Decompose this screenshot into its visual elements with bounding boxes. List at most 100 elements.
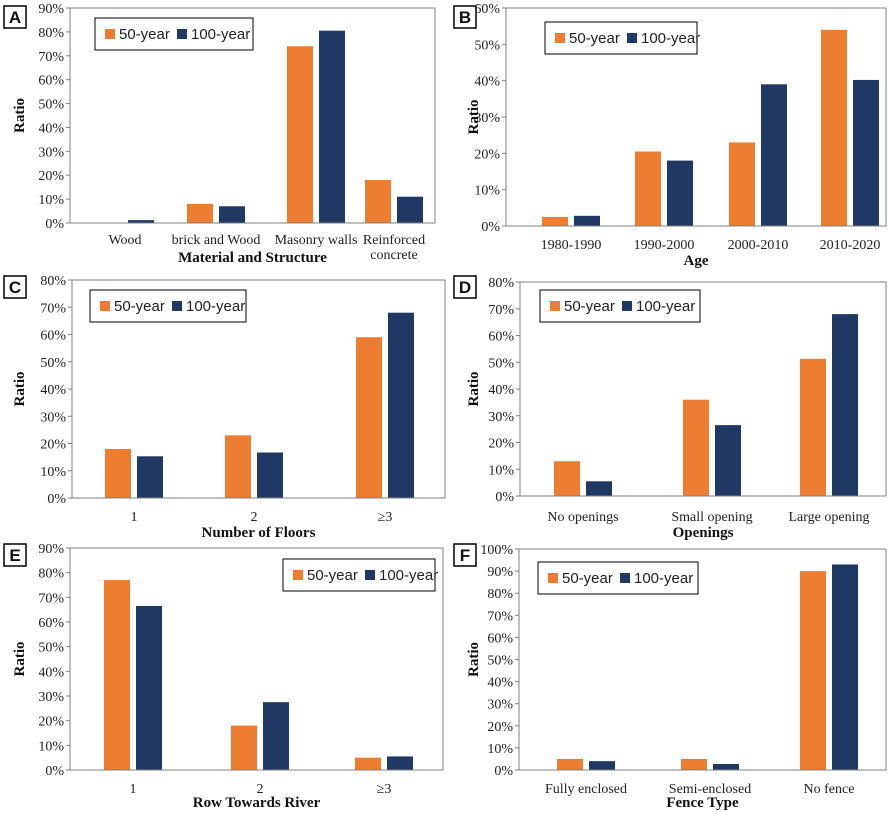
bar-100-year-2 bbox=[319, 30, 345, 224]
legend-label: 100-year bbox=[191, 26, 250, 43]
panel-letter: F bbox=[460, 546, 470, 565]
chart-panel-e: E 0% 10% 20% 30% 40% 50% 60% 70% 80% 90% 1 2 ≥3 Row To… bbox=[3, 542, 444, 811]
bar-50-year-2 bbox=[355, 757, 381, 770]
y-tick-label: 70% bbox=[487, 609, 513, 624]
y-tick-label: 10% bbox=[38, 193, 64, 208]
panel-letter-box bbox=[453, 5, 477, 29]
bar-100-year-0 bbox=[586, 481, 612, 496]
y-tick-label: 40% bbox=[38, 665, 64, 680]
legend-swatch bbox=[548, 573, 558, 583]
x-axis-label: Number of Floors bbox=[202, 525, 316, 541]
y-tick-label: 0% bbox=[495, 490, 514, 505]
y-tick-label: 0% bbox=[45, 217, 64, 232]
panel-letter-box bbox=[3, 5, 27, 29]
x-tick-label: Small opening bbox=[671, 510, 752, 525]
y-tick-label: 70% bbox=[488, 303, 514, 318]
x-axis-label: Row Towards River bbox=[193, 795, 321, 811]
legend-box bbox=[544, 21, 698, 55]
legend-swatch bbox=[365, 570, 375, 580]
y-tick-label: 90% bbox=[38, 2, 64, 17]
x-tick-label: No openings bbox=[547, 510, 618, 525]
y-tick-label: 80% bbox=[40, 274, 66, 289]
x-tick-label: No fence bbox=[804, 782, 855, 797]
x-tick-label: Reinforced bbox=[363, 233, 425, 248]
legend-label: 50-year bbox=[562, 570, 613, 587]
y-tick-label: 90% bbox=[38, 542, 64, 557]
bar-100-year-1 bbox=[713, 764, 739, 770]
y-axis-label: Ratio bbox=[466, 642, 482, 677]
bar-50-year-1 bbox=[231, 725, 257, 770]
bar-50-year-0 bbox=[557, 758, 583, 770]
x-tick-label: 1 bbox=[130, 782, 137, 797]
y-tick-label: 40% bbox=[474, 75, 500, 90]
plot-area bbox=[505, 7, 887, 227]
bar-100-year-1 bbox=[219, 206, 245, 223]
x-axis-label: Material and Structure bbox=[178, 250, 327, 266]
y-tick-label: 0% bbox=[45, 764, 64, 779]
y-tick-label: 50% bbox=[38, 98, 64, 113]
panel-letter: D bbox=[459, 278, 471, 297]
plot-area bbox=[518, 548, 887, 771]
plot-area bbox=[71, 279, 446, 499]
y-tick-label: 80% bbox=[488, 276, 514, 291]
bar-100-year-0 bbox=[136, 605, 162, 770]
bar-50-year-3 bbox=[821, 29, 847, 226]
y-tick-label: 10% bbox=[38, 739, 64, 754]
y-tick-label: 60% bbox=[38, 616, 64, 631]
panel-letter-box bbox=[453, 275, 477, 299]
panel-letter: E bbox=[9, 546, 20, 565]
bar-100-year-0 bbox=[574, 215, 600, 226]
bar-50-year-0 bbox=[554, 461, 580, 496]
y-tick-label: 70% bbox=[40, 301, 66, 316]
legend-swatch bbox=[105, 29, 115, 39]
plot-area bbox=[69, 547, 444, 771]
panel-letter-box bbox=[453, 543, 477, 567]
y-tick-label: 100% bbox=[480, 543, 513, 558]
x-tick-label: Large opening bbox=[789, 510, 870, 525]
y-tick-label: 60% bbox=[488, 330, 514, 345]
y-tick-label: 40% bbox=[38, 121, 64, 136]
y-tick-label: 30% bbox=[38, 145, 64, 160]
y-tick-label: 50% bbox=[487, 654, 513, 669]
y-tick-label: 20% bbox=[474, 147, 500, 162]
x-tick-label: 1 bbox=[131, 510, 138, 525]
legend-swatch bbox=[100, 301, 110, 311]
y-tick-label: 50% bbox=[38, 641, 64, 656]
plot-area bbox=[519, 281, 887, 497]
x-tick-label: 2000-2010 bbox=[728, 238, 789, 253]
x-tick-label: 2 bbox=[251, 510, 258, 525]
y-tick-label: 80% bbox=[38, 26, 64, 41]
chart-panel-c: C 0% 10% 20% 30% 40% 50% 60% 70% 80% 1 2 ≥3 Number of… bbox=[3, 274, 446, 541]
y-tick-label: 30% bbox=[474, 111, 500, 126]
plot-area bbox=[69, 7, 436, 224]
bar-100-year-1 bbox=[667, 160, 693, 226]
bar-100-year-2 bbox=[387, 756, 413, 770]
x-tick-label: 2 bbox=[257, 782, 264, 797]
y-tick-label: 0% bbox=[481, 220, 500, 235]
legend-box bbox=[94, 17, 254, 51]
y-tick-label: 20% bbox=[488, 437, 514, 452]
y-tick-label: 20% bbox=[38, 169, 64, 184]
y-tick-label: 60% bbox=[40, 329, 66, 344]
x-axis-label: Fence Type bbox=[666, 795, 739, 811]
y-tick-label: 90% bbox=[487, 565, 513, 580]
bar-100-year-2 bbox=[832, 314, 858, 496]
x-tick-label: brick and Wood bbox=[172, 233, 261, 248]
y-tick-label: 10% bbox=[488, 463, 514, 478]
bar-50-year-2 bbox=[356, 337, 382, 498]
legend-swatch bbox=[293, 570, 303, 580]
legend-label: 100-year bbox=[636, 298, 695, 315]
legend-swatch bbox=[620, 573, 630, 583]
x-tick-label: 2010-2020 bbox=[820, 238, 881, 253]
legend-swatch bbox=[172, 301, 182, 311]
y-tick-label: 20% bbox=[40, 438, 66, 453]
bar-50-year-1 bbox=[225, 435, 251, 498]
bar-50-year-2 bbox=[800, 571, 826, 770]
bar-50-year-1 bbox=[683, 399, 709, 496]
y-tick-label: 30% bbox=[488, 410, 514, 425]
legend-box bbox=[89, 289, 247, 323]
bar-50-year-3 bbox=[365, 180, 391, 223]
legend-swatch bbox=[555, 33, 565, 43]
legend-swatch bbox=[177, 29, 187, 39]
panel-letter-box bbox=[3, 275, 27, 299]
